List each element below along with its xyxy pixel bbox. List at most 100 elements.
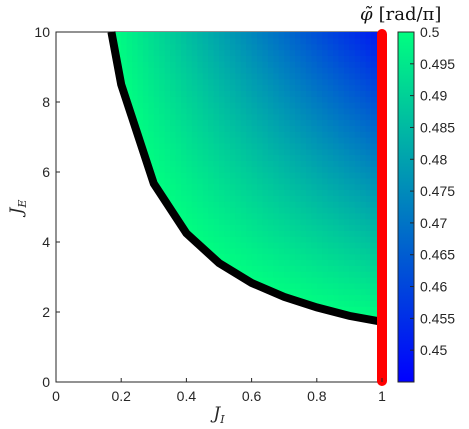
heatmap-cell bbox=[289, 277, 296, 284]
heatmap-cell bbox=[262, 154, 269, 161]
heatmap-cell bbox=[284, 154, 291, 161]
heatmap-cell bbox=[305, 236, 312, 243]
heatmap-cell bbox=[224, 259, 231, 266]
heatmap-cell bbox=[251, 218, 258, 226]
heatmap-cell bbox=[354, 207, 361, 214]
heatmap-cell bbox=[251, 265, 258, 272]
heatmap-cell bbox=[251, 61, 258, 68]
heatmap-cell bbox=[333, 288, 340, 296]
heatmap-cell bbox=[365, 195, 372, 202]
heatmap-cell bbox=[273, 212, 280, 220]
heatmap-cell bbox=[311, 172, 318, 179]
heatmap-cell bbox=[289, 67, 296, 74]
heatmap-cell bbox=[300, 160, 307, 167]
heatmap-cell bbox=[126, 43, 133, 51]
heatmap-cell bbox=[284, 218, 291, 226]
heatmap-cell bbox=[371, 160, 378, 167]
heatmap-cell bbox=[300, 37, 307, 45]
heatmap-cell bbox=[180, 43, 187, 51]
heatmap-cell bbox=[262, 137, 269, 144]
heatmap-cell bbox=[316, 67, 323, 74]
heatmap-cell bbox=[273, 183, 280, 191]
heatmap-cell bbox=[338, 247, 345, 255]
heatmap-cell bbox=[180, 107, 187, 115]
heatmap-cell bbox=[159, 137, 166, 144]
heatmap-cell bbox=[219, 37, 226, 45]
heatmap-cell bbox=[153, 49, 160, 56]
heatmap-cell bbox=[202, 125, 209, 132]
heatmap-cell bbox=[295, 72, 302, 80]
heatmap-cell bbox=[219, 72, 226, 80]
heatmap-cell bbox=[354, 300, 361, 307]
heatmap-cell bbox=[240, 166, 247, 173]
heatmap-cell bbox=[360, 172, 367, 179]
heatmap-cell bbox=[343, 43, 350, 51]
heatmap-cell bbox=[213, 224, 220, 231]
heatmap-cell bbox=[371, 125, 378, 132]
heatmap-cell bbox=[159, 90, 166, 97]
heatmap-cell bbox=[365, 61, 372, 68]
heatmap-cell bbox=[251, 142, 258, 150]
heatmap-cell bbox=[354, 78, 361, 86]
heatmap-cell bbox=[300, 32, 307, 39]
heatmap-cell bbox=[175, 102, 182, 109]
heatmap-cell bbox=[213, 242, 220, 249]
heatmap-cell bbox=[333, 201, 340, 208]
heatmap-cell bbox=[132, 84, 139, 91]
heatmap-cell bbox=[137, 96, 144, 103]
heatmap-cell bbox=[246, 148, 253, 156]
heatmap-cell bbox=[316, 148, 323, 156]
heatmap-cell bbox=[213, 119, 220, 126]
heatmap-cell bbox=[186, 61, 193, 68]
heatmap-cell bbox=[186, 90, 193, 97]
heatmap-cell bbox=[246, 265, 253, 272]
heatmap-cell bbox=[164, 113, 171, 121]
heatmap-cell bbox=[284, 207, 291, 214]
heatmap-cell bbox=[142, 96, 149, 103]
heatmap-cell bbox=[284, 37, 291, 45]
heatmap-cell bbox=[137, 90, 144, 97]
heatmap-cell bbox=[327, 102, 334, 109]
heatmap-cell bbox=[343, 125, 350, 132]
heatmap-cell bbox=[267, 142, 274, 150]
heatmap-cell bbox=[180, 177, 187, 185]
heatmap-cell bbox=[333, 218, 340, 226]
heatmap-cell bbox=[284, 84, 291, 91]
heatmap-cell bbox=[153, 172, 160, 179]
heatmap-cell bbox=[267, 119, 274, 126]
heatmap-cell bbox=[316, 189, 323, 196]
heatmap-cell bbox=[343, 55, 350, 62]
heatmap-cell bbox=[180, 172, 187, 179]
heatmap-cell bbox=[371, 148, 378, 156]
heatmap-cell bbox=[289, 107, 296, 115]
heatmap-cell bbox=[349, 61, 356, 68]
heatmap-cell bbox=[327, 154, 334, 161]
heatmap-cell bbox=[202, 96, 209, 103]
heatmap-cell bbox=[365, 306, 372, 313]
heatmap-cell bbox=[289, 207, 296, 214]
heatmap-cell bbox=[305, 259, 312, 266]
heatmap-cell bbox=[273, 277, 280, 284]
heatmap-cell bbox=[246, 177, 253, 185]
heatmap-cell bbox=[365, 119, 372, 126]
heatmap-cell bbox=[365, 277, 372, 284]
heatmap-cell bbox=[159, 43, 166, 51]
heatmap-cell bbox=[202, 61, 209, 68]
heatmap-cell bbox=[251, 148, 258, 156]
heatmap-cell bbox=[170, 67, 177, 74]
heatmap-cell bbox=[224, 224, 231, 231]
heatmap-cell bbox=[186, 218, 193, 226]
heatmap-cell bbox=[360, 259, 367, 266]
heatmap-cell bbox=[327, 90, 334, 97]
heatmap-cell bbox=[257, 107, 264, 115]
heatmap-cell bbox=[311, 277, 318, 284]
heatmap-cell bbox=[251, 230, 258, 237]
heatmap-cell bbox=[240, 201, 247, 208]
heatmap-cell bbox=[371, 96, 378, 103]
heatmap-cell bbox=[175, 107, 182, 115]
heatmap-cell bbox=[213, 113, 220, 121]
heatmap-cell bbox=[267, 72, 274, 80]
heatmap-cell bbox=[289, 125, 296, 132]
heatmap-cell bbox=[202, 207, 209, 214]
heatmap-cell bbox=[229, 84, 236, 91]
